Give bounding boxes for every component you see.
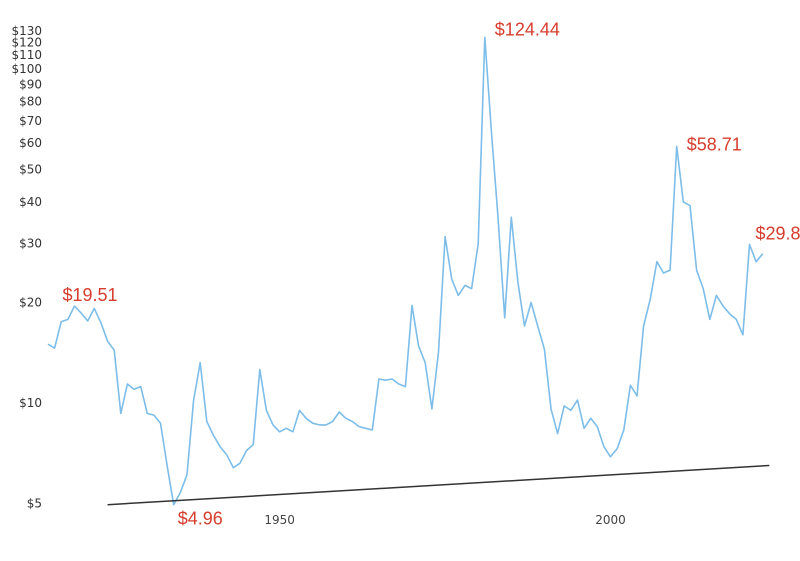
y-tick-label: $70 [19, 114, 42, 128]
price-annotations: $124.44 $58.71 $29.85 $19.51 $4.96 [62, 19, 800, 528]
support-trendline [107, 464, 770, 506]
y-tick-label: $40 [19, 195, 42, 209]
price-annotation-label: $29.85 [756, 223, 800, 243]
y-tick-label: $120 [11, 36, 42, 50]
y-tick-label: $5 [27, 497, 42, 511]
price-annotation-label: $4.96 [178, 509, 223, 529]
y-tick-label: $110 [11, 48, 42, 62]
y-tick-label: $10 [19, 396, 42, 410]
price-annotation-label: $19.51 [62, 285, 117, 305]
y-tick-label: $80 [19, 94, 42, 108]
x-tick-label: 1950 [264, 513, 295, 527]
y-tick-label: $30 [19, 237, 42, 251]
price-series-line [47, 36, 764, 506]
y-axis-ticks: $5 $10 $20 $30 $40 $50 $60 $70 $80 $90$100$110$12… [11, 24, 42, 511]
y-tick-label: $130 [11, 24, 42, 38]
y-tick-label: $60 [19, 136, 42, 150]
price-annotation-label: $124.44 [495, 19, 560, 39]
x-axis-ticks: 1950 2000 [264, 513, 625, 527]
y-tick-label: $50 [19, 163, 42, 177]
price-annotation-label: $58.71 [687, 134, 742, 154]
y-tick-label: $90 [19, 77, 42, 91]
x-tick-label: 2000 [595, 513, 626, 527]
y-tick-label: $100 [11, 62, 42, 76]
y-tick-label: $20 [19, 295, 42, 309]
